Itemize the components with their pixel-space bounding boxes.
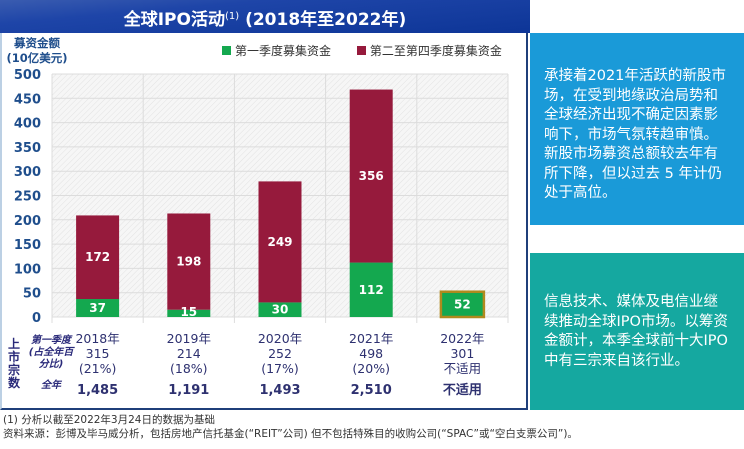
y-tick-label: 450 [14,92,41,107]
table-column: 2020年 252 (17%) 1,493 [240,331,320,398]
bar-q1-2018 [76,299,120,317]
table-column: 2022年 301 不适用 不适用 [422,331,502,398]
footnotes: (1) 分析以截至2022年3月24日的数据为基础 资料来源：彭博及毕马威分析，… [3,413,578,441]
q1-row-label-line-3: 分比) [38,359,64,370]
y-axis-title-line-1: 募资金额 [14,36,60,50]
y-tick-label: 100 [14,262,41,277]
y-tick-label: 0 [32,311,41,326]
table-cell-year: 2021年 [349,331,394,346]
commentary-text-market: 承接着2021年活跃的新股市场，在受到地缘政治局势和全球经济出现不确定因素影响下… [544,68,726,201]
title-text: 全球IPO活动 [123,10,225,30]
y-tick-label: 300 [14,165,41,180]
y-tick-label: 400 [14,117,41,132]
bar-label-q2-q4: 172 [85,250,110,264]
title-footnote-mark: (1) [224,11,240,22]
table-cell-total: 1,191 [168,383,210,398]
y-tick-label: 250 [14,190,41,205]
table-cell-q1-count: 301 [450,346,475,361]
bar-q1-2021 [349,262,393,317]
table-cell-total: 1,485 [77,383,119,398]
y-tick-label: 150 [14,238,41,253]
q1-row-label: 第一季度 (占全年百 分比) [22,335,80,371]
legend-label-q1: 第一季度募集资金 [235,44,332,58]
y-axis-title: 募资金额 (10亿美元) [6,36,68,66]
table-cell-q1-pct: 不适用 [443,361,482,376]
table-cell-q1-pct: (18%) [170,361,208,376]
table-cell-year: 2018年 [75,331,120,346]
title-years: (2018年至2022年) [239,10,407,30]
table-cell-q1-pct: (21%) [78,361,117,376]
bar-label-q1: 112 [359,283,384,297]
bar-label-q1: 30 [272,303,289,317]
legend-label-q2-q4: 第二至第四季度募集资金 [369,44,502,58]
table-column: 2021年 498 (20%) 2,510 [331,331,411,398]
table-cell-total: 1,493 [259,383,301,398]
total-row-label: 全年 [41,380,61,391]
table-cell-q1-pct: (20%) [352,361,390,376]
bar-labels: 37 172 15 198 30 249 112 356 52 [85,169,471,319]
listing-count-label: 上市宗数 [7,337,20,390]
commentary-text-tmt: 信息技术、媒体及电信业继续推动全球IPO市场。以筹资金额计，本季全球前十大IPO… [544,294,728,369]
legend-swatch-q1 [222,46,231,55]
bar-label-q2-q4: 198 [176,255,201,269]
y-tick-label: 500 [14,68,41,83]
y-tick-label: 50 [23,287,41,302]
legend-swatch-q2-q4 [356,46,366,55]
chart-title: 全球IPO活动(1) (2018年至2022年) [0,0,530,33]
bar-label-q1: 37 [89,301,106,315]
bar-q2-q4-2019 [167,213,211,310]
table-cell-q1-count: 315 [85,346,110,361]
footnote-1: (1) 分析以截至2022年3月24日的数据为基础 [3,414,215,426]
legend: 第一季度募集资金 第二至第四季度募集资金 [222,42,524,59]
table-column: 2019年 214 (18%) 1,191 [149,331,229,398]
y-axis-title-line-2: (10亿美元) [6,51,68,65]
bar-q1-2019 [167,309,211,317]
commentary-box-market: 承接着2021年活跃的新股市场，在受到地缘政治局势和全球经济出现不确定因素影响下… [530,33,744,225]
legend-item-q1: 第一季度募集资金 [222,42,331,59]
table-cell-year: 2022年 [440,331,485,346]
bar-q1-2022 [439,290,486,319]
table-cell-q1-count: 252 [268,346,292,361]
stacked-bar-chart: 0 50 100 150 200 250 300 350 400 450 500 37 172 15 19… [14,68,509,326]
table-cell-total: 2,510 [350,383,392,398]
bar-label-q1: 52 [454,297,471,311]
table-cell-year: 2019年 [166,331,211,346]
bar-label-q1: 15 [180,305,197,319]
bar-label-q2-q4: 356 [359,169,384,183]
table-cell-total: 不适用 [442,383,482,398]
table-cell-year: 2020年 [257,331,303,346]
footnote-source: 资料来源：彭博及毕马威分析，包括房地产信托基金(“REIT”公司) 但不包括特殊… [3,428,578,440]
y-axis-ticks: 0 50 100 150 200 250 300 350 400 450 500 [14,68,41,326]
y-tick-label: 200 [14,214,41,229]
legend-item-q2-q4: 第二至第四季度募集资金 [356,42,502,59]
q1-row-label-line-2: (占全年百 [28,347,74,358]
bar-q1-2020 [258,302,302,317]
bar-label-q2-q4: 249 [267,235,292,249]
y-tick-label: 350 [14,141,41,156]
table-column: 2018年 315 (21%) 1,485 [58,331,138,398]
bar-q2-q4-2020 [258,181,302,303]
table-cell-q1-pct: (17%) [261,361,299,376]
bar-q2-q4-2018 [76,215,120,300]
bars [76,89,486,319]
q1-row-label-line-1: 第一季度 [31,335,71,346]
bar-q2-q4-2021 [349,89,393,263]
table-cell-q1-count: 498 [359,346,384,361]
commentary-box-tmt: 信息技术、媒体及电信业继续推动全球IPO市场。以筹资金额计，本季全球前十大IPO… [530,253,744,410]
table-cell-q1-count: 214 [176,346,201,361]
